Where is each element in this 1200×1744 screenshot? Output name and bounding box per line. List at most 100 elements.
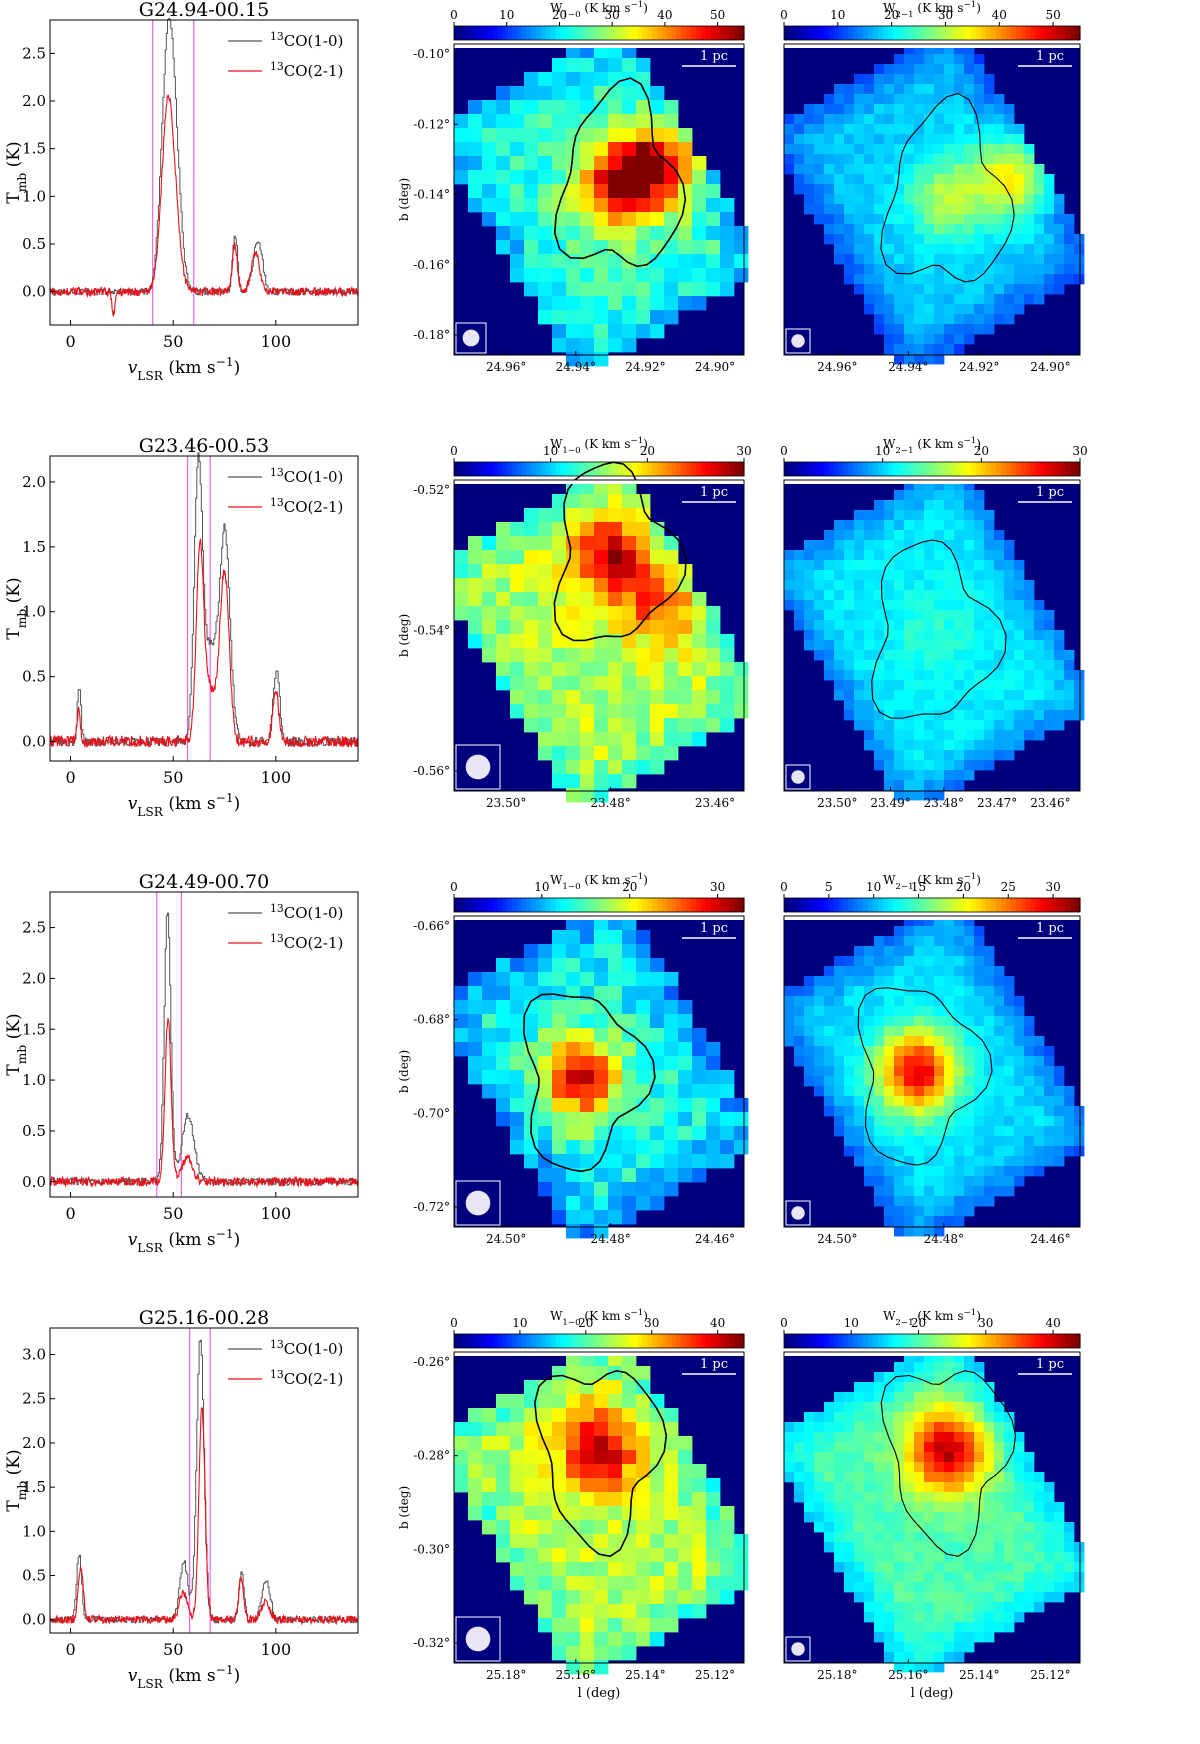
map-pixel bbox=[814, 174, 825, 185]
map-pixel bbox=[482, 198, 497, 213]
map-pixel bbox=[884, 1602, 895, 1613]
colorbar-segment bbox=[912, 898, 918, 912]
map-pixel bbox=[934, 1156, 945, 1167]
map-pixel bbox=[834, 580, 845, 591]
map-pixel bbox=[524, 86, 539, 101]
y-axis-label: Tmb (K) bbox=[4, 1449, 29, 1511]
map-pixel bbox=[834, 1402, 845, 1413]
map-pixel bbox=[924, 1642, 935, 1653]
colorbar-segment bbox=[1006, 462, 1012, 476]
map-pixel bbox=[538, 1492, 553, 1507]
map-pixel bbox=[594, 1408, 609, 1423]
map-pixel bbox=[834, 1096, 845, 1107]
map-pixel bbox=[884, 114, 895, 125]
map-pixel bbox=[804, 1482, 815, 1493]
map-pixel bbox=[1014, 224, 1025, 235]
map-pixel bbox=[814, 1502, 825, 1513]
map-pixel bbox=[1014, 284, 1025, 295]
map-pixel bbox=[594, 128, 609, 143]
map-pixel bbox=[974, 1552, 985, 1563]
map-pixel bbox=[580, 352, 595, 367]
map-pixel bbox=[622, 1140, 637, 1155]
map-pixel bbox=[622, 578, 637, 593]
y-tick-label: 1.0 bbox=[22, 603, 46, 621]
colorbar-segment bbox=[739, 1334, 745, 1348]
map-pixel bbox=[734, 690, 749, 705]
map-pixel bbox=[1044, 620, 1055, 631]
map-pixel bbox=[874, 1046, 885, 1057]
map-pixel bbox=[984, 124, 995, 135]
map-pixel bbox=[482, 1056, 497, 1071]
map-pixel bbox=[994, 1166, 1005, 1177]
map-pixel bbox=[692, 268, 707, 283]
map-pixel bbox=[984, 956, 995, 967]
map-pixel bbox=[636, 184, 651, 199]
map-pixel bbox=[844, 1126, 855, 1137]
map-pixel bbox=[844, 1036, 855, 1047]
map-pixel bbox=[496, 198, 511, 213]
map-pixel bbox=[650, 1436, 665, 1451]
map-pixel bbox=[964, 164, 975, 175]
map-pixel bbox=[854, 1096, 865, 1107]
colorbar-segment bbox=[690, 1334, 697, 1348]
map-pixels bbox=[784, 480, 1085, 801]
map-pixel bbox=[994, 670, 1005, 681]
map-pixel bbox=[692, 1506, 707, 1521]
map-pixel bbox=[904, 344, 915, 355]
map-pixel bbox=[934, 1006, 945, 1017]
colorbar-segment bbox=[887, 1334, 894, 1348]
map-pixel bbox=[636, 1056, 651, 1071]
map-pixel bbox=[1004, 1086, 1015, 1097]
map-pixel bbox=[834, 94, 845, 105]
map-pixel bbox=[954, 730, 965, 741]
map-pixel bbox=[538, 564, 553, 579]
colorbar-segment bbox=[793, 462, 800, 476]
map-pixel bbox=[580, 1408, 595, 1423]
map-pixel bbox=[964, 194, 975, 205]
colorbar-segment bbox=[892, 1334, 899, 1348]
map-pixel bbox=[650, 634, 665, 649]
map-pixel bbox=[538, 1070, 553, 1085]
colorbar-segment bbox=[1040, 898, 1047, 912]
map-pixels bbox=[454, 916, 749, 1239]
map-pixel bbox=[1054, 1116, 1065, 1127]
map-pixel bbox=[804, 144, 815, 155]
map-pixel bbox=[954, 740, 965, 751]
map-pixel bbox=[1014, 274, 1025, 285]
map-pixel bbox=[984, 1086, 995, 1097]
colorbar-segment bbox=[1006, 26, 1012, 40]
colorbar-frame bbox=[783, 897, 1081, 913]
map-pixel bbox=[904, 1462, 915, 1473]
map-pixel bbox=[720, 1126, 735, 1141]
map-pixel bbox=[622, 592, 637, 607]
map-pixel bbox=[1024, 1046, 1035, 1057]
map-pixel bbox=[914, 1622, 925, 1633]
map-pixel bbox=[1034, 1106, 1045, 1117]
map-pixel bbox=[974, 294, 985, 305]
map-pixel bbox=[650, 986, 665, 1001]
map-pixel bbox=[552, 1478, 567, 1493]
map-pixel bbox=[1014, 1126, 1025, 1137]
map-pixel bbox=[984, 1552, 995, 1563]
map-pixel bbox=[944, 976, 955, 987]
map-pixel bbox=[678, 1126, 693, 1141]
map-pixel bbox=[734, 226, 749, 241]
map-pixel bbox=[1004, 550, 1015, 561]
map-pixel bbox=[834, 996, 845, 1007]
colorbar-segment bbox=[710, 26, 716, 40]
map-pixel bbox=[692, 240, 707, 255]
map-pixel bbox=[524, 1576, 539, 1591]
map-pixel bbox=[844, 1402, 855, 1413]
map-pixel bbox=[538, 662, 553, 677]
colorbar-tick-label: 20 bbox=[956, 880, 971, 894]
map-pixel bbox=[844, 1106, 855, 1117]
map-pixel bbox=[864, 1036, 875, 1047]
colorbar-segment bbox=[463, 462, 470, 476]
map-pixel bbox=[538, 86, 553, 101]
map-pixel bbox=[580, 564, 595, 579]
map-pixel bbox=[914, 1156, 925, 1167]
map-pixel bbox=[884, 1642, 895, 1653]
map-pixel bbox=[1044, 254, 1055, 265]
map-pixel bbox=[650, 1632, 665, 1647]
map-pixel bbox=[844, 1056, 855, 1067]
